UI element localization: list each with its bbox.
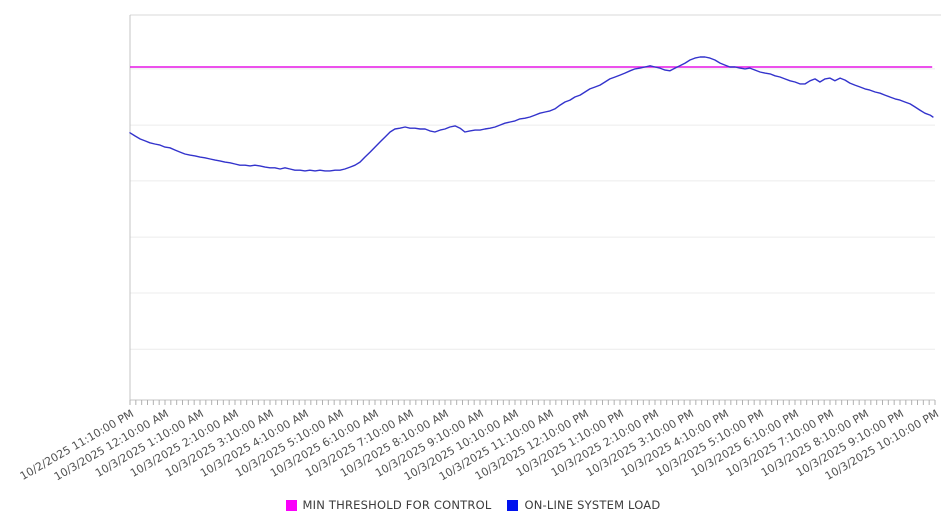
legend-item-online-system-load[interactable]: ON-LINE SYSTEM LOAD <box>507 498 660 512</box>
legend-item-min-threshold-for-control[interactable]: MIN THRESHOLD FOR CONTROL <box>285 498 492 512</box>
legend-label-online-system-load: ON-LINE SYSTEM LOAD <box>524 498 661 512</box>
legend-swatch-online-system-load-icon <box>507 499 519 511</box>
online-system-load-line <box>129 56 934 172</box>
legend: MIN THRESHOLD FOR CONTROL ON-LINE SYSTEM… <box>0 498 946 512</box>
legend-swatch-min-threshold-icon <box>285 499 297 511</box>
legend-label-min-threshold: MIN THRESHOLD FOR CONTROL <box>302 498 492 512</box>
plot-area <box>129 14 941 405</box>
